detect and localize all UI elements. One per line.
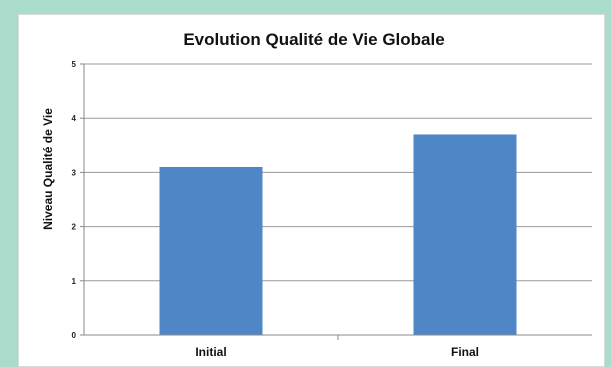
y-tick-label: 0: [72, 331, 77, 340]
bar-chart: Evolution Qualité de Vie Globale Niveau …: [41, 30, 592, 359]
y-tick-label: 1: [72, 277, 77, 286]
bar-final: [413, 134, 517, 335]
bars: [159, 134, 517, 335]
y-tick-label: 3: [72, 168, 77, 177]
x-tick-label: Final: [451, 345, 479, 359]
y-tick-label: 4: [72, 114, 77, 123]
y-axis-label: Niveau Qualité de Vie: [41, 108, 55, 230]
bar-initial: [159, 166, 263, 335]
chart-frame: Evolution Qualité de Vie Globale Niveau …: [18, 14, 605, 367]
y-tick-label: 2: [72, 223, 77, 232]
y-tick-label: 5: [72, 60, 77, 69]
chart-title: Evolution Qualité de Vie Globale: [183, 30, 444, 49]
x-tick-labels: Initial Final: [195, 345, 479, 359]
y-tick-labels: 0 1 2 3 4 5: [72, 60, 77, 340]
x-tick-label: Initial: [195, 345, 226, 359]
axes: [80, 63, 592, 340]
